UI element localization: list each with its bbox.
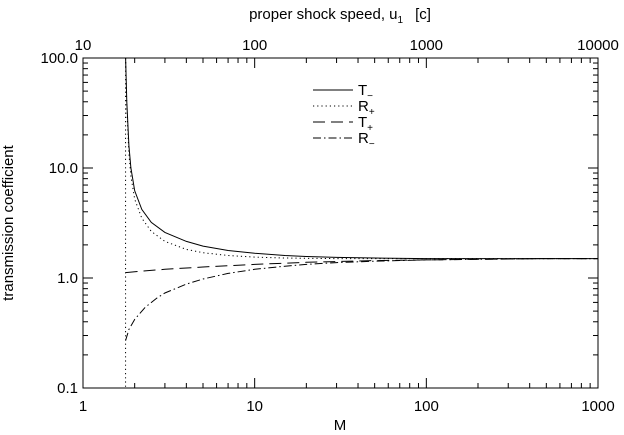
top-axis-title: proper shock speed, u1 [c] xyxy=(249,6,431,26)
y-tick-label: 10.0 xyxy=(49,160,78,177)
x-tick-label: 1 xyxy=(79,398,87,415)
series-line-2 xyxy=(125,258,598,274)
y-tick-label: 0.1 xyxy=(57,380,78,397)
series-line-1 xyxy=(125,57,598,260)
series-line-3 xyxy=(125,258,598,341)
y-axis-title: transmission coefficient xyxy=(0,144,17,300)
top-axis-title-subscript: 1 xyxy=(398,15,404,26)
x-tick-label: 10 xyxy=(246,398,263,415)
top-tick-label: 10000 xyxy=(577,37,619,54)
x-tick-label: 1000 xyxy=(581,398,614,415)
legend: T−R+T+R− xyxy=(313,82,375,150)
top-axis-title-text: proper shock speed, u xyxy=(249,6,397,23)
x-axis-title: M xyxy=(334,417,347,434)
plot-frame xyxy=(82,57,599,389)
x-tick-label: 100 xyxy=(414,398,439,415)
legend-label-subscript: + xyxy=(367,123,373,134)
top-tick-label: 1000 xyxy=(410,37,443,54)
top-tick-label: 100 xyxy=(242,37,267,54)
top-axis-title-unit: [c] xyxy=(415,6,431,23)
y-tick-label: 1.0 xyxy=(57,270,78,287)
tick-labels-group: 1 10 100 1000 10 100 1000 10000 0.1 1.0 10.0 100.0 xyxy=(40,37,618,415)
y-tick-label: 100.0 xyxy=(40,50,78,67)
top-tick-label: 10 xyxy=(75,37,92,54)
legend-label-subscript: + xyxy=(369,107,375,118)
legend-label-subscript: − xyxy=(369,139,375,150)
series-group xyxy=(125,57,598,388)
legend-label-subscript: − xyxy=(367,91,373,102)
ticks-group xyxy=(82,57,599,389)
